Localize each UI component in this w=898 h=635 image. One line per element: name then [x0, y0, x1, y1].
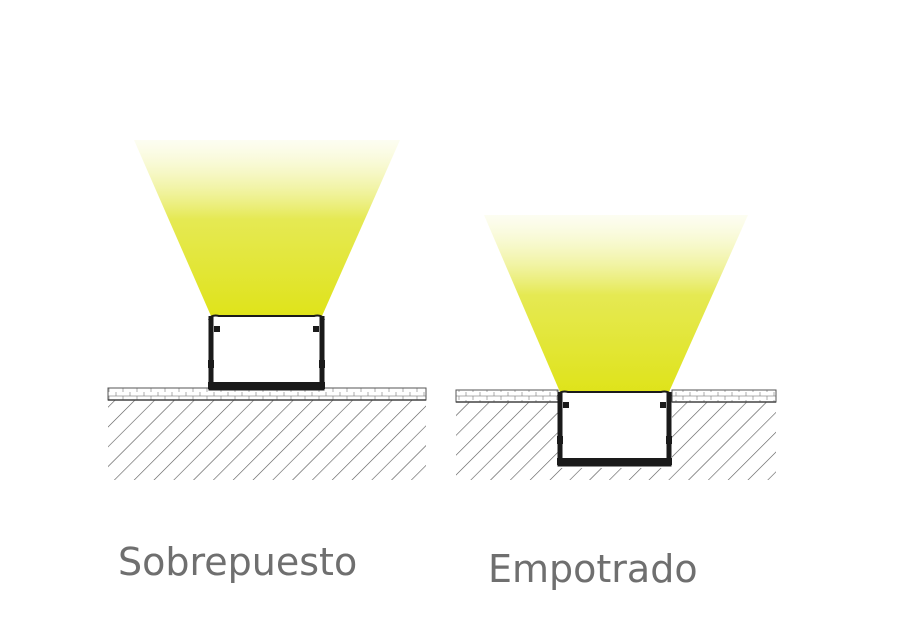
ground-hatch-recessed — [456, 402, 776, 480]
light-beam-recessed — [484, 215, 748, 392]
recessed-mount-diagram — [455, 215, 777, 480]
surface-layer-recessed-right — [671, 389, 777, 403]
caption-recessed-mount: Empotrado — [488, 547, 698, 591]
light-beam-surface — [134, 140, 400, 316]
led-profile-surface — [208, 314, 325, 391]
surface-layer-recessed-left — [455, 389, 559, 403]
ground-hatch-surface — [108, 400, 426, 480]
caption-surface-mount: Sobrepuesto — [118, 540, 358, 584]
led-profile-recessed — [557, 390, 672, 467]
surface-mount-diagram — [107, 140, 427, 480]
